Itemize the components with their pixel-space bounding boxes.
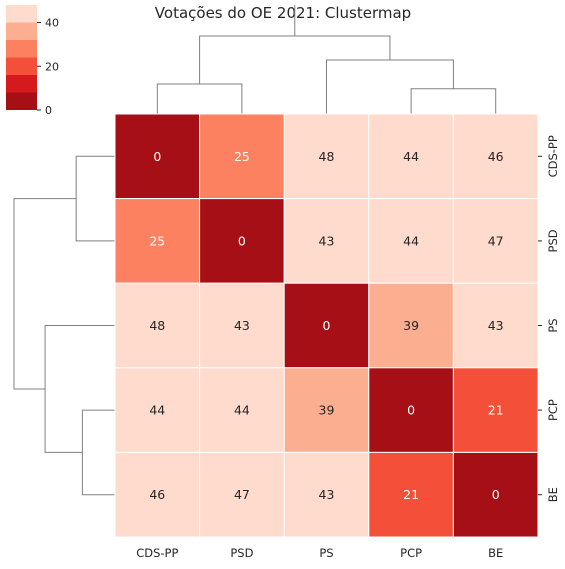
heatmap-cell — [368, 198, 454, 284]
cell-value-label: 43 — [319, 487, 335, 502]
chart-title: Votações do OE 2021: Clustermap — [155, 4, 411, 22]
colorbar-segment — [6, 92, 37, 110]
row-tick-label: PS — [546, 318, 560, 332]
heatmap-cell — [452, 198, 539, 284]
dendrogram-link — [13, 198, 77, 390]
cell-value-label: 39 — [319, 403, 335, 418]
column-tick-label: PSD — [230, 546, 253, 560]
column-dendrogram — [156, 5, 497, 114]
cell-value-label: 21 — [488, 403, 504, 418]
heatmap-cell — [114, 367, 201, 453]
column-tick-label: PCP — [400, 546, 422, 560]
heatmap-cell — [283, 367, 370, 453]
cell-value-label: 46 — [488, 149, 504, 164]
colorbar-segment — [6, 75, 37, 93]
colorbar-tick-label: 20 — [45, 60, 59, 73]
colorbar: 0 20 40 — [6, 5, 59, 117]
dendrogram-link — [156, 83, 243, 114]
cell-value-label: 0 — [238, 233, 246, 248]
row-tick-label: PSD — [546, 229, 560, 252]
row-tick-label: BE — [546, 487, 560, 502]
dendrogram-link — [326, 59, 454, 114]
column-tick-label: BE — [488, 546, 503, 560]
cell-value-label: 0 — [492, 487, 500, 502]
colorbar-segment — [6, 40, 37, 58]
heatmap-cell — [452, 282, 539, 369]
cell-value-label: 0 — [407, 403, 415, 418]
cell-value-label: 44 — [403, 149, 419, 164]
colorbar-tick-label: 40 — [45, 17, 59, 30]
cell-value-label: 25 — [234, 149, 250, 164]
row-tick-label: CDS-PP — [546, 135, 560, 177]
heatmap-cell — [283, 198, 370, 284]
dendrogram-link — [75, 155, 115, 242]
cell-value-label: 43 — [319, 233, 335, 248]
cell-value-label: 0 — [323, 318, 331, 333]
cell-value-label: 47 — [234, 487, 250, 502]
row-tick-label: PCP — [546, 399, 560, 421]
heatmap-cell — [283, 451, 370, 538]
cell-value-label: 39 — [403, 318, 419, 333]
cell-value-label: 43 — [234, 318, 250, 333]
cell-value-label: 48 — [149, 318, 165, 333]
colorbar-segment — [6, 57, 37, 75]
column-tick-label: PS — [319, 546, 333, 560]
dendrogram-link — [410, 88, 497, 114]
heatmap-cell — [283, 282, 370, 369]
cell-value-label: 44 — [403, 233, 419, 248]
cell-value-label: 25 — [149, 233, 165, 248]
heatmap-cell — [114, 451, 201, 538]
row-dendrogram — [13, 155, 115, 496]
cell-value-label: 43 — [488, 318, 504, 333]
column-labels: CDS-PP PSD PS PCP BE — [136, 546, 503, 560]
heatmap-cell — [199, 451, 285, 538]
cell-value-label: 47 — [488, 233, 504, 248]
cell-value-label: 44 — [149, 403, 165, 418]
dendrogram-link — [81, 409, 115, 496]
column-tick-label: CDS-PP — [136, 546, 178, 560]
heatmap-cell — [368, 451, 454, 538]
heatmap-cell — [114, 282, 201, 369]
heatmap-cell — [368, 367, 454, 453]
cell-value-label: 46 — [149, 487, 165, 502]
dendrogram-link — [44, 325, 115, 453]
heatmap-cell — [114, 198, 201, 284]
cell-value-label: 48 — [319, 149, 335, 164]
cell-value-label: 0 — [153, 149, 161, 164]
colorbar-segment — [6, 5, 37, 23]
heatmap-cell — [199, 198, 285, 284]
heatmap-cell — [452, 451, 539, 538]
colorbar-tick-label: 0 — [45, 104, 52, 117]
heatmap-cell — [199, 367, 285, 453]
cell-value-label: 21 — [403, 487, 419, 502]
heatmap-cell — [368, 282, 454, 369]
colorbar-segment — [6, 22, 37, 40]
heatmap-grid: 0 25 48 44 46 25 0 43 44 47 48 43 0 39 43 44 44 39 0 21 46 47… — [114, 113, 539, 538]
row-labels: CDS-PP PSD PS PCP BE — [538, 135, 560, 502]
cell-value-label: 44 — [234, 403, 250, 418]
